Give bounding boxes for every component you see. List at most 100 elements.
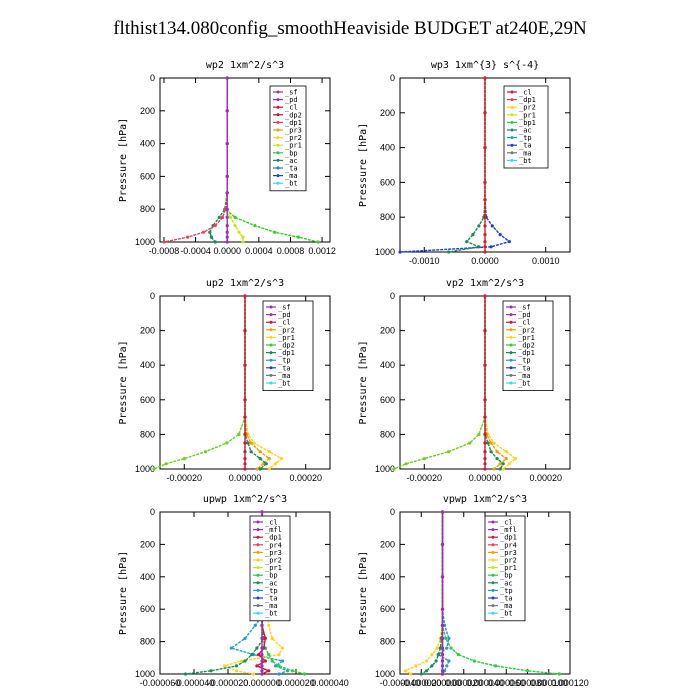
- legend-marker: [256, 550, 260, 554]
- series-point-pr1: [267, 450, 271, 454]
- legend-marker: [510, 158, 514, 162]
- legend-label: _sf: [518, 304, 531, 312]
- series-point-bp: [444, 636, 448, 641]
- x-tick-label: 0.000080: [509, 678, 547, 688]
- series-point-cl: [263, 659, 267, 663]
- series-point-pr1: [507, 462, 511, 466]
- series-point-dp1: [201, 230, 206, 234]
- y-tick-label: 200: [140, 106, 155, 116]
- series-point-cl: [483, 457, 487, 461]
- series-point-pd: [225, 230, 229, 234]
- legend-label: _pr1: [518, 334, 535, 342]
- series-point-pr1: [501, 467, 505, 471]
- y-tick-label: 600: [380, 395, 395, 405]
- legend-marker: [491, 535, 495, 539]
- legend-marker: [256, 573, 260, 577]
- series-point-cl: [483, 146, 487, 150]
- series-point-tp: [280, 659, 284, 663]
- legend-marker: [276, 120, 280, 124]
- series-point-pr1: [233, 224, 237, 228]
- legend-label: _pr2: [285, 134, 302, 142]
- series-point-cl: [243, 432, 247, 436]
- series-point-dp2: [246, 441, 250, 445]
- series-point-bp: [291, 669, 295, 673]
- series-point-dp2: [486, 441, 490, 445]
- legend-marker: [510, 143, 514, 147]
- series-point-tp: [490, 224, 494, 228]
- legend-label: _bp: [500, 572, 513, 580]
- series-point-cl: [483, 329, 487, 333]
- series-point-bp: [494, 664, 498, 668]
- series-point-ac: [419, 672, 423, 676]
- legend-label: _ac: [285, 157, 298, 165]
- y-tick-label: 1000: [375, 464, 395, 474]
- series-point-mfl: [440, 607, 445, 611]
- y-tick-label: 400: [380, 143, 395, 153]
- series-point-cl: [483, 462, 487, 466]
- series-point-ac: [471, 233, 475, 237]
- series-point-cl: [483, 245, 487, 249]
- series-point-pr1: [228, 215, 232, 219]
- legend-label: _ma: [519, 149, 532, 157]
- legend-marker: [509, 358, 513, 362]
- panel-title: up2 1xm^2/s^3: [206, 278, 284, 289]
- legend-label: _bp1: [519, 119, 536, 127]
- legend-marker: [269, 381, 273, 385]
- legend-marker: [509, 343, 513, 347]
- series-point-cl: [243, 398, 247, 402]
- series-point-dp1: [213, 224, 217, 228]
- series-point-tp: [285, 669, 290, 673]
- series-point-cl: [243, 294, 247, 298]
- series-point-dp2: [258, 457, 262, 461]
- legend-label: _cl: [518, 319, 531, 327]
- legend-marker: [276, 98, 280, 102]
- legend-marker: [491, 573, 495, 577]
- series-point-dp1: [404, 462, 408, 466]
- x-tick-label: 0.00020: [529, 473, 562, 483]
- series-line-pr1: [403, 512, 444, 675]
- legend-marker: [276, 128, 280, 132]
- legend-marker: [491, 581, 495, 585]
- x-tick-label: 0.0004: [245, 246, 273, 256]
- y-tick-label: 800: [140, 204, 155, 214]
- legend-marker: [491, 520, 495, 524]
- y-tick-label: 600: [140, 395, 155, 405]
- panel-vpwp: vpwp 1xm^2/s^3 Pressure [hPa] 0 200 400 600 80…: [358, 494, 589, 688]
- series-point-tp: [447, 636, 451, 641]
- legend-marker: [256, 604, 260, 608]
- series-point-pr1: [492, 441, 496, 445]
- series-point-pd: [225, 224, 229, 228]
- y-tick-label: 200: [140, 326, 155, 336]
- legend-marker: [509, 320, 513, 324]
- series-point-cl: [483, 415, 487, 419]
- series-line-dp1: [153, 296, 246, 470]
- legend-marker: [491, 543, 495, 547]
- series-point-ac: [436, 653, 440, 657]
- legend-marker: [276, 174, 280, 178]
- legend-marker: [256, 611, 260, 615]
- series-point-cl: [243, 450, 247, 454]
- series-point-bp: [296, 235, 300, 239]
- panel-wp3: wp3 1xm^{3} s^{-4} Pressure [hPa] 0 200 400 6…: [358, 60, 571, 266]
- panel-upwp: upwp 1xm^2/s^3 Pressure [hPa] 0 200 400 600 80…: [118, 494, 349, 688]
- series-point-mfl: [440, 575, 445, 579]
- series-point-mfl: [260, 664, 264, 668]
- y-tick-label: 800: [380, 212, 395, 222]
- series-point-mfl: [260, 669, 264, 673]
- series-point-cl: [483, 233, 487, 237]
- series-point-pr1: [273, 462, 277, 466]
- series-point-dp1: [392, 467, 396, 471]
- legend-marker: [269, 351, 273, 355]
- series-point-cl: [243, 441, 247, 445]
- series-point-cl: [483, 398, 487, 402]
- series-point-cl: [243, 363, 247, 367]
- series-point-tp: [445, 646, 449, 650]
- legend-marker: [276, 90, 280, 94]
- series-point-pr2: [249, 441, 253, 445]
- legend-marker: [256, 596, 260, 600]
- series-point-cl: [483, 294, 487, 298]
- legend-label: _cl: [519, 89, 532, 97]
- legend-marker: [491, 566, 495, 570]
- series-point-dp1: [422, 457, 426, 461]
- series-point-tp: [243, 636, 247, 641]
